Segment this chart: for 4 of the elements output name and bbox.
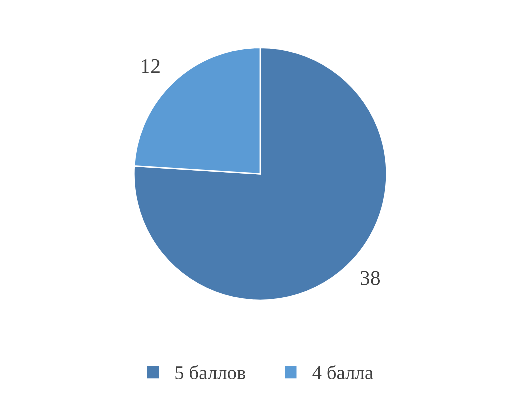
legend-label: 5 баллов <box>176 365 246 380</box>
legend-label: 4 балла <box>312 365 374 380</box>
data-label: 12 <box>142 59 160 74</box>
data-label: 38 <box>360 271 380 286</box>
